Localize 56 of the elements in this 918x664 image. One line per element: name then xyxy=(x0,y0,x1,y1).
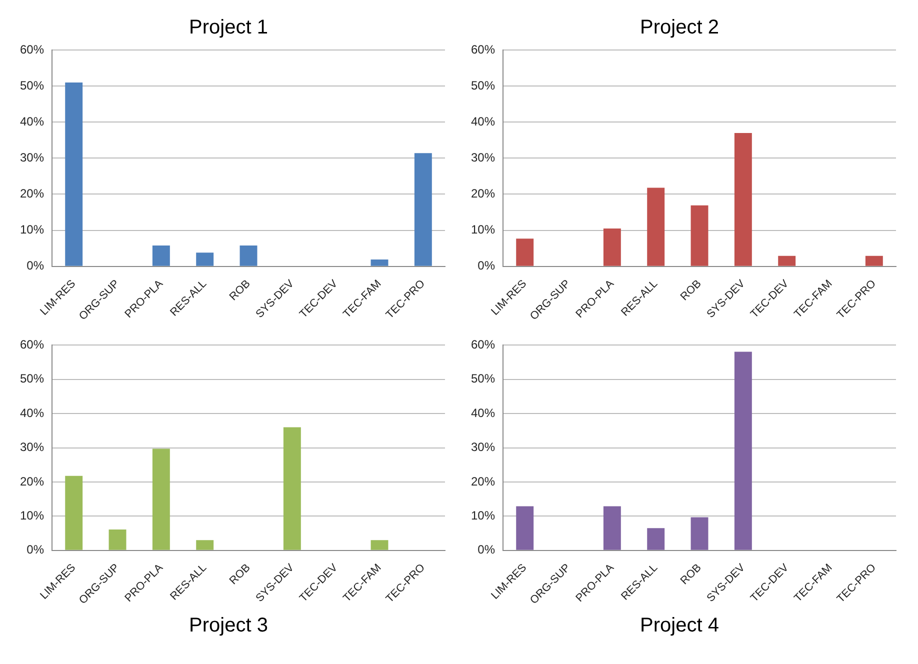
bar xyxy=(690,517,708,550)
bar xyxy=(152,448,170,550)
y-tick-label: 30% xyxy=(470,150,496,164)
y-tick-label: 0% xyxy=(26,258,44,273)
bar xyxy=(647,528,665,550)
bar xyxy=(283,427,301,550)
y-tick-label: 30% xyxy=(470,440,496,454)
text: Project 3 xyxy=(189,614,268,637)
y-tick-label: 20% xyxy=(20,474,44,488)
bar xyxy=(196,540,214,550)
y-tick-label: 10% xyxy=(20,508,44,522)
bar xyxy=(152,245,170,266)
y-tick-label: 0% xyxy=(26,542,44,557)
bar xyxy=(734,352,752,550)
bar xyxy=(778,256,796,266)
bar xyxy=(196,252,214,266)
y-tick-label: 50% xyxy=(470,78,496,92)
y-tick-label: 60% xyxy=(470,338,496,352)
bar xyxy=(865,256,883,266)
y-tick-label: 40% xyxy=(20,114,44,128)
y-tick-label: 20% xyxy=(20,186,44,201)
y-tick-label: 60% xyxy=(470,42,496,56)
bar xyxy=(647,188,665,266)
y-tick-label: 60% xyxy=(20,338,44,352)
bar xyxy=(65,82,83,266)
y-tick-label: 40% xyxy=(470,406,496,420)
y-tick-label: 10% xyxy=(470,222,496,237)
y-tick-label: 50% xyxy=(20,78,44,92)
y-tick-label: 40% xyxy=(470,114,496,128)
bar xyxy=(690,205,708,266)
bar xyxy=(240,245,258,266)
y-tick-label: 0% xyxy=(478,258,496,273)
chart-title: Project 2 xyxy=(640,16,719,39)
bar xyxy=(734,132,752,266)
bar xyxy=(603,506,621,550)
y-tick-label: 50% xyxy=(470,372,496,386)
y-tick-label: 50% xyxy=(20,372,44,386)
bar xyxy=(370,540,388,550)
y-tick-label: 40% xyxy=(20,406,44,420)
y-tick-label: 10% xyxy=(470,508,496,522)
y-tick-label: 20% xyxy=(470,186,496,201)
bar xyxy=(516,238,534,266)
bar xyxy=(603,228,621,266)
text: Project 4 xyxy=(640,614,719,637)
y-tick-label: 60% xyxy=(20,42,44,56)
y-tick-label: 10% xyxy=(20,222,44,237)
bar xyxy=(108,530,126,550)
y-tick-label: 0% xyxy=(478,542,496,557)
chart-title: Project 1 xyxy=(189,16,268,39)
bar xyxy=(516,506,534,550)
y-tick-label: 20% xyxy=(470,474,496,488)
bar xyxy=(414,153,432,266)
bar xyxy=(370,260,388,266)
bar xyxy=(65,476,83,550)
y-tick-label: 30% xyxy=(20,440,44,454)
y-tick-label: 30% xyxy=(20,150,44,164)
